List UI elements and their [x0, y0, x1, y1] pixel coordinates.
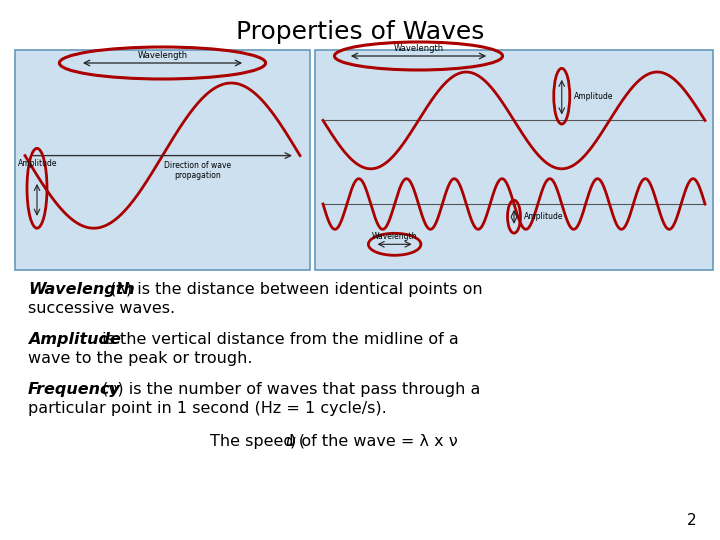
- Text: Amplitude: Amplitude: [524, 212, 564, 221]
- Text: Amplitude: Amplitude: [18, 159, 58, 168]
- Text: particular point in 1 second (Hz = 1 cycle/s).: particular point in 1 second (Hz = 1 cyc…: [28, 401, 387, 416]
- Text: Wavelength: Wavelength: [28, 282, 135, 297]
- Text: 2: 2: [688, 513, 697, 528]
- Text: Frequency: Frequency: [28, 382, 121, 397]
- Text: wave to the peak or trough.: wave to the peak or trough.: [28, 351, 253, 366]
- Text: is the vertical distance from the midline of a: is the vertical distance from the midlin…: [97, 332, 459, 347]
- Text: u: u: [284, 434, 294, 449]
- Text: Wavelength: Wavelength: [372, 232, 418, 241]
- Text: successive waves.: successive waves.: [28, 301, 175, 316]
- Text: Wavelength: Wavelength: [138, 51, 188, 60]
- Text: (ν) is the number of waves that pass through a: (ν) is the number of waves that pass thr…: [97, 382, 481, 397]
- Text: ) of the wave = λ x ν: ) of the wave = λ x ν: [289, 434, 457, 449]
- Text: The speed (: The speed (: [210, 434, 305, 449]
- Text: Amplitude: Amplitude: [574, 92, 613, 100]
- Text: Direction of wave
propagation: Direction of wave propagation: [164, 160, 231, 180]
- Text: Amplitude: Amplitude: [28, 332, 121, 347]
- Bar: [315, 50, 713, 270]
- Text: (λ) is the distance between identical points on: (λ) is the distance between identical po…: [105, 282, 482, 297]
- Text: Properties of Waves: Properties of Waves: [236, 20, 484, 44]
- Text: Wavelength: Wavelength: [393, 44, 444, 53]
- Bar: [15, 50, 310, 270]
